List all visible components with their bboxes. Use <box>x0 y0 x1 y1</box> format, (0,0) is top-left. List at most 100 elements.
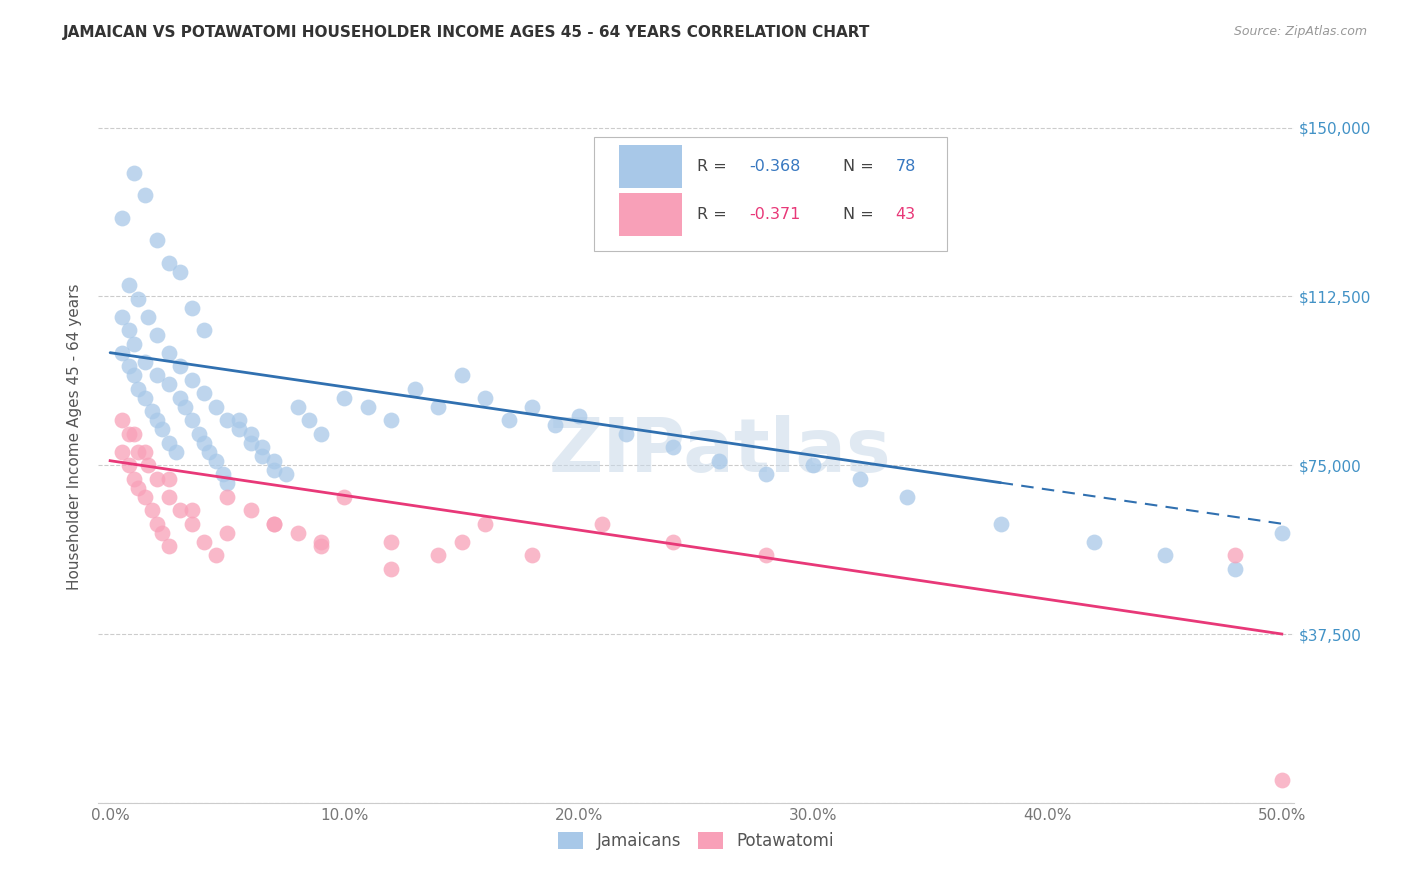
Point <box>427 548 450 562</box>
Point <box>263 463 285 477</box>
Point <box>239 503 262 517</box>
Point <box>111 310 134 324</box>
Point <box>404 382 426 396</box>
Point <box>169 265 191 279</box>
Point <box>174 400 197 414</box>
Point <box>427 400 450 414</box>
Point <box>849 472 872 486</box>
Point <box>157 345 180 359</box>
Point <box>1223 548 1246 562</box>
Text: ZIPatlas: ZIPatlas <box>548 415 891 488</box>
Point <box>1271 525 1294 540</box>
Point <box>169 359 191 374</box>
Point <box>239 426 262 441</box>
Point <box>111 211 134 225</box>
Point <box>309 534 332 549</box>
Text: Source: ZipAtlas.com: Source: ZipAtlas.com <box>1233 25 1367 38</box>
Point <box>188 426 211 441</box>
Point <box>263 453 285 467</box>
Point <box>134 490 156 504</box>
Point <box>141 503 163 517</box>
Legend: Jamaicans, Potawatomi: Jamaicans, Potawatomi <box>551 825 841 856</box>
Point <box>181 413 204 427</box>
Point <box>157 377 180 392</box>
Point <box>568 409 591 423</box>
Point <box>1271 773 1294 788</box>
Point <box>181 503 204 517</box>
Point <box>450 368 472 383</box>
Point <box>136 458 159 473</box>
Text: R =: R = <box>697 207 733 222</box>
Point <box>204 548 226 562</box>
Point <box>498 413 520 427</box>
Point <box>146 233 169 247</box>
Point <box>146 472 169 486</box>
Point <box>309 539 332 553</box>
Y-axis label: Householder Income Ages 45 - 64 years: Householder Income Ages 45 - 64 years <box>67 284 83 591</box>
Point <box>211 467 233 482</box>
Point <box>217 490 239 504</box>
Point <box>287 400 309 414</box>
Point <box>150 525 173 540</box>
Point <box>287 525 309 540</box>
Point <box>990 516 1012 531</box>
Point <box>111 444 134 458</box>
Point <box>474 391 496 405</box>
Point <box>801 458 824 473</box>
Point <box>263 516 285 531</box>
Point <box>661 440 683 454</box>
Point <box>380 562 402 576</box>
Point <box>333 391 356 405</box>
Point <box>204 453 226 467</box>
Point <box>380 413 402 427</box>
Point <box>169 503 191 517</box>
Point <box>217 525 239 540</box>
Point <box>544 417 567 432</box>
Point <box>146 413 169 427</box>
Point <box>165 444 187 458</box>
Point <box>134 354 156 368</box>
Point <box>591 516 613 531</box>
Point <box>157 255 180 269</box>
Point <box>755 548 778 562</box>
Point <box>274 467 297 482</box>
Point <box>134 444 156 458</box>
Point <box>181 301 204 315</box>
Point <box>1083 534 1105 549</box>
Point <box>239 435 262 450</box>
Point <box>157 539 180 553</box>
Point <box>520 400 543 414</box>
Point <box>193 435 215 450</box>
Text: 78: 78 <box>896 160 915 175</box>
Point <box>309 426 332 441</box>
Point <box>1223 562 1246 576</box>
Point <box>197 444 219 458</box>
Point <box>204 400 226 414</box>
Point <box>614 426 637 441</box>
Point <box>252 449 274 463</box>
Point <box>298 413 321 427</box>
Point <box>252 440 274 454</box>
Point <box>118 323 141 337</box>
Point <box>122 336 145 351</box>
FancyBboxPatch shape <box>595 137 948 251</box>
Point <box>380 534 402 549</box>
Point <box>122 166 145 180</box>
Point <box>709 453 731 467</box>
Point <box>181 373 204 387</box>
Point <box>474 516 496 531</box>
Point <box>146 327 169 342</box>
Point <box>755 467 778 482</box>
Point <box>157 490 180 504</box>
Point <box>1153 548 1175 562</box>
Text: N =: N = <box>844 207 879 222</box>
Point <box>118 359 141 374</box>
Point <box>141 404 163 418</box>
Point <box>122 472 145 486</box>
Point <box>157 435 180 450</box>
Point <box>193 323 215 337</box>
Point <box>127 292 149 306</box>
Point <box>263 516 285 531</box>
Point <box>118 426 141 441</box>
Point <box>111 345 134 359</box>
